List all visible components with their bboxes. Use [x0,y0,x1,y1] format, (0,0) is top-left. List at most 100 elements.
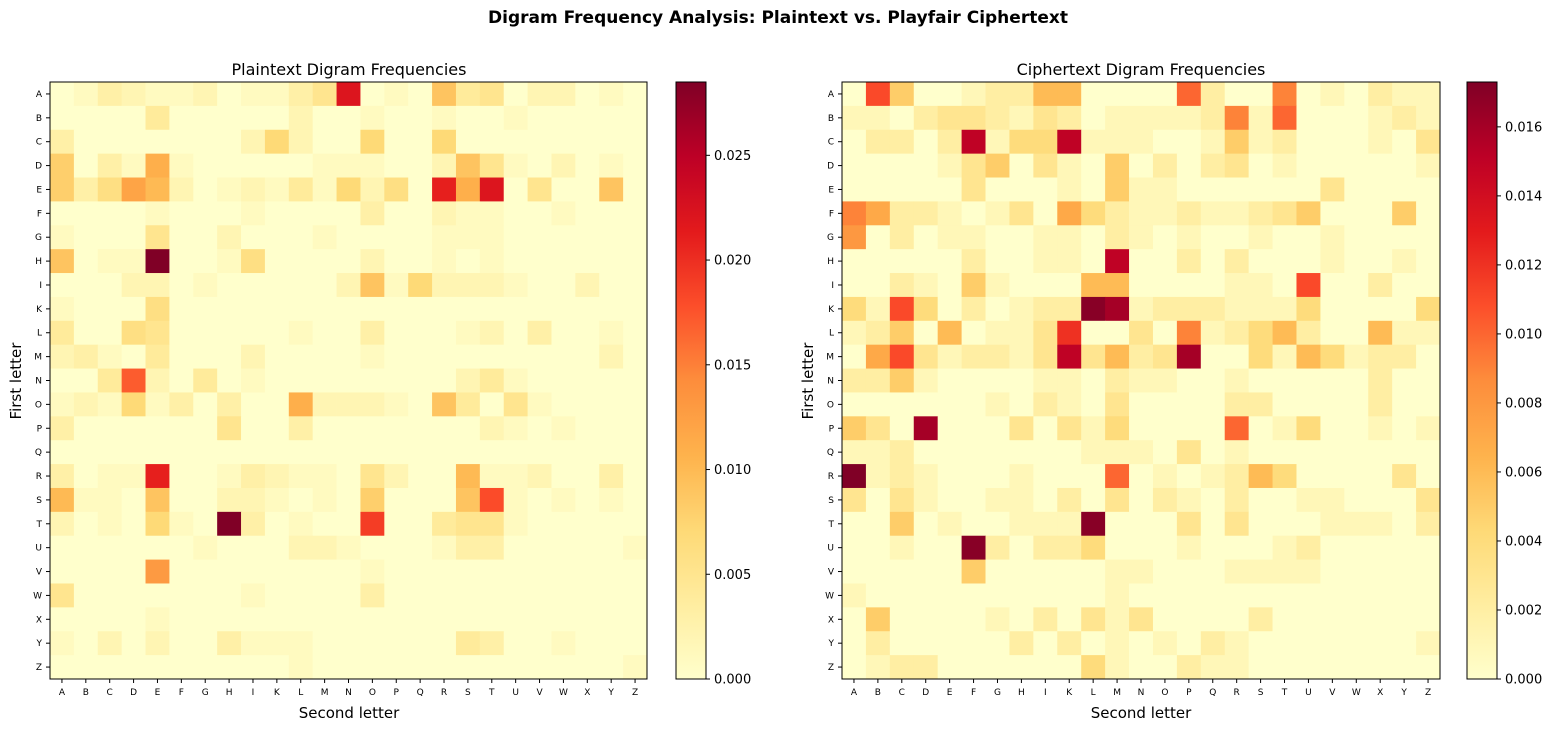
heatmap-cell [1320,105,1345,131]
heatmap-cell [145,416,170,441]
heatmap-cell [1009,607,1034,632]
heatmap-cell [961,129,986,155]
heatmap-cell [479,201,505,226]
heatmap-cell [527,225,552,250]
heatmap-cell [1320,440,1345,465]
heatmap-cell [1320,368,1345,393]
heatmap-cell [408,655,433,680]
heatmap-cell [217,440,242,465]
heatmap-cell [241,201,266,226]
colorbar-tick-label: 0.012 [1505,258,1542,273]
heatmap-cell [1392,583,1417,608]
heatmap-cell [1081,153,1106,178]
y-tick-label: P [829,424,835,434]
heatmap-cell [1176,296,1202,322]
y-tick-label: U [827,544,834,554]
heatmap-cell [527,249,552,274]
heatmap-cell [1009,82,1034,107]
heatmap-cell [575,440,600,465]
heatmap-cell [312,320,337,346]
heatmap-cell [599,511,624,537]
heatmap-cell [913,655,939,680]
heatmap-cell [73,511,99,537]
y-tick-label: I [39,281,42,291]
heatmap-cell [865,487,891,513]
heatmap-cell [408,273,433,298]
heatmap-cell [50,225,75,250]
heatmap-cell [264,607,290,632]
heatmap-cell [599,344,624,369]
heatmap-cell [1176,82,1202,107]
heatmap-cell [312,82,337,107]
heatmap-cell [50,129,75,155]
heatmap-cell [193,416,218,441]
heatmap-cell [551,535,576,560]
heatmap-cell [961,320,986,346]
heatmap-cell [1296,655,1321,680]
x-tick-label: W [1352,688,1361,698]
heatmap-cell [73,440,99,465]
heatmap-cell [1272,416,1297,441]
heatmap-cell [1057,392,1082,417]
heatmap-cell [455,583,481,608]
heatmap-cell [384,153,409,178]
heatmap-cell [384,82,409,107]
heatmap-cell [432,105,457,131]
heatmap-cell [1105,559,1130,584]
heatmap-cell [73,153,99,178]
heatmap-cell [50,487,75,513]
heatmap-cell [985,201,1010,226]
heatmap-cell [455,535,481,560]
plaintext-y-ticks: A B C D E F G H I K L M N O P Q R S T U V W X Y Z [33,90,50,673]
heatmap-cell [479,416,505,441]
heatmap-cell [479,82,505,107]
heatmap-cell [241,105,266,131]
heatmap-cell [1248,177,1273,202]
heatmap-cell [121,249,146,274]
heatmap-cell [121,464,146,489]
heatmap-cell [73,368,99,393]
heatmap-cell [408,535,433,560]
heatmap-cell [575,464,600,489]
heatmap-cell [145,655,170,680]
y-tick-label: Q [35,448,42,458]
heatmap-cell [145,631,170,656]
x-tick-label: Q [1209,688,1216,698]
heatmap-cell [336,129,361,155]
heatmap-cell [551,607,576,632]
heatmap-cell [1416,105,1441,131]
heatmap-cell [73,344,99,369]
heatmap-cell [1057,82,1082,107]
heatmap-cell [1392,559,1417,584]
heatmap-cell [889,344,915,369]
x-tick-label: Z [632,688,638,698]
heatmap-cell [336,201,361,226]
heatmap-cell [217,607,242,632]
heatmap-cell [241,82,266,107]
heatmap-cell [842,487,867,513]
heatmap-cell [1105,487,1130,513]
heatmap-cell [551,129,576,155]
heatmap-cell [1296,129,1321,155]
heatmap-cell [1320,273,1345,298]
heatmap-cell [599,320,624,346]
heatmap-cell [264,129,290,155]
colorbar-tick-label: 0.000 [1505,673,1542,688]
heatmap-cell [1296,416,1321,441]
heatmap-cell [1033,368,1058,393]
y-tick-label: Y [828,639,835,649]
heatmap-cell [1057,607,1082,632]
heatmap-cell [312,655,337,680]
heatmap-cell [1392,416,1417,441]
heatmap-cell [384,583,409,608]
heatmap-cell [985,559,1010,584]
heatmap-cell [384,368,409,393]
heatmap-cell [985,368,1010,393]
heatmap-cell [1129,392,1154,417]
x-tick-label: S [465,688,471,698]
heatmap-cell [312,344,337,369]
heatmap-cell [889,535,915,560]
heatmap-cell [961,344,986,369]
heatmap-cell [1320,511,1345,537]
heatmap-cell [842,153,867,178]
